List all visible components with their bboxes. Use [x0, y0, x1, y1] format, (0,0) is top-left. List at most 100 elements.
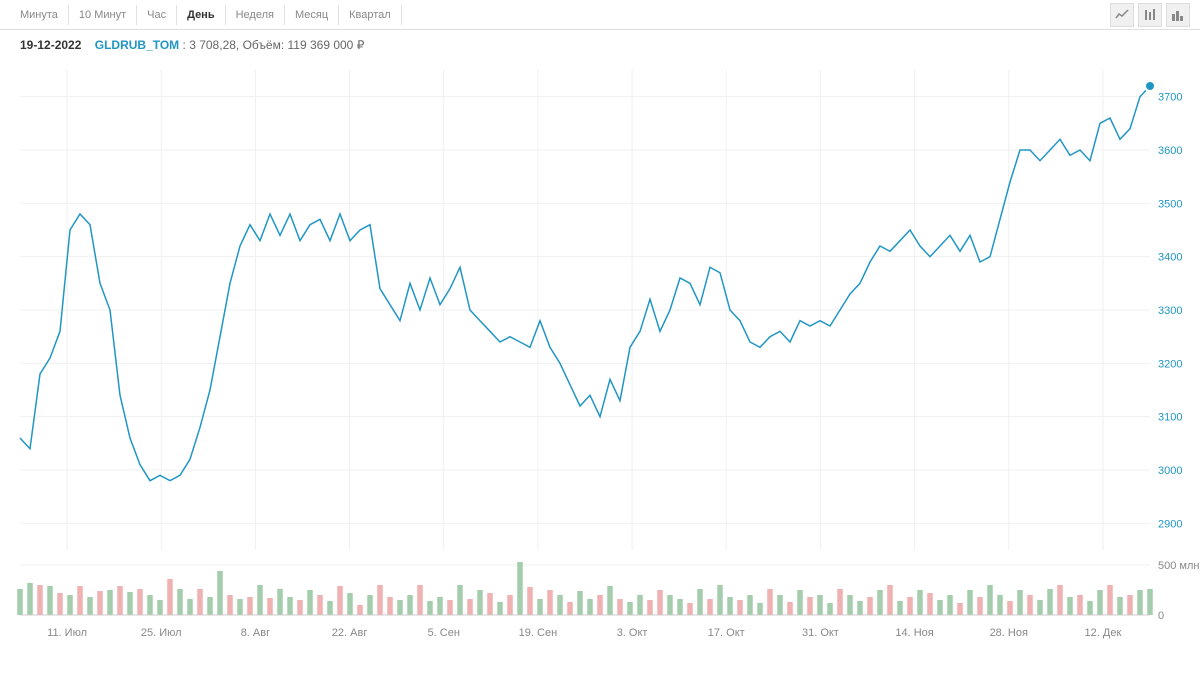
volume-bar	[707, 599, 713, 615]
timeframe-Час[interactable]: Час	[137, 5, 177, 25]
volume-bar	[1117, 597, 1123, 615]
timeframe-10 Минут[interactable]: 10 Минут	[69, 5, 137, 25]
volume-bar	[287, 597, 293, 615]
svg-text:12. Дек: 12. Дек	[1085, 627, 1122, 639]
volume-bar	[497, 602, 503, 615]
volume-bar	[337, 586, 343, 615]
timeframe-Месяц[interactable]: Месяц	[285, 5, 339, 25]
volume-bar	[1007, 601, 1013, 615]
volume-bar	[817, 595, 823, 615]
volume-bar	[537, 599, 543, 615]
indicators-icon[interactable]	[1138, 3, 1162, 27]
volume-bar	[437, 597, 443, 615]
svg-text:8. Авг: 8. Авг	[241, 627, 270, 639]
volume-bar	[237, 599, 243, 615]
timeframe-Квартал[interactable]: Квартал	[339, 5, 402, 25]
volume-bar	[967, 590, 973, 615]
volume-bar	[727, 597, 733, 615]
volume-bar	[667, 595, 673, 615]
volume-bar	[1057, 585, 1063, 615]
timeframe-toolbar: Минута10 МинутЧасДеньНеделяМесяцКвартал	[0, 0, 1200, 30]
volume-bar	[257, 585, 263, 615]
timeframe-День[interactable]: День	[177, 5, 226, 25]
volume-bar	[277, 589, 283, 615]
svg-text:3700: 3700	[1158, 92, 1182, 104]
volume-bar	[1077, 595, 1083, 615]
volume-bar	[67, 595, 73, 615]
volume-bar	[447, 600, 453, 615]
svg-text:3500: 3500	[1158, 198, 1182, 210]
volume-bar	[117, 586, 123, 615]
volume-bar	[127, 592, 133, 615]
volume-bar	[937, 600, 943, 615]
settings-icon[interactable]	[1166, 3, 1190, 27]
volume-bar	[97, 591, 103, 615]
volume-bar	[477, 590, 483, 615]
volume-bar	[587, 599, 593, 615]
volume-bar	[187, 599, 193, 615]
last-price-dot	[1145, 81, 1155, 91]
svg-text:25. Июл: 25. Июл	[141, 627, 182, 639]
volume-bar	[1137, 590, 1143, 615]
svg-text:3. Окт: 3. Окт	[617, 627, 648, 639]
svg-text:14. Ноя: 14. Ноя	[895, 627, 933, 639]
volume-bar	[997, 595, 1003, 615]
volume-bar	[157, 600, 163, 615]
volume-bar	[987, 585, 993, 615]
volume-bar	[407, 595, 413, 615]
svg-text:3200: 3200	[1158, 358, 1182, 370]
volume-bar	[397, 600, 403, 615]
volume-bar	[897, 601, 903, 615]
chart-area[interactable]: 29003000310032003300340035003600370011. …	[0, 60, 1200, 645]
volume-bar	[877, 590, 883, 615]
volume-bar	[137, 589, 143, 615]
volume-bar	[757, 603, 763, 615]
volume-bar	[347, 593, 353, 615]
info-price: 3 708,28,	[189, 38, 239, 52]
volume-bar	[687, 603, 693, 615]
volume-bar	[717, 585, 723, 615]
volume-bar	[627, 602, 633, 615]
volume-bar	[547, 590, 553, 615]
volume-bar	[147, 595, 153, 615]
volume-bar	[1027, 595, 1033, 615]
volume-bar	[167, 579, 173, 615]
volume-bar	[697, 589, 703, 615]
svg-text:3400: 3400	[1158, 252, 1182, 264]
volume-bar	[607, 586, 613, 615]
volume-bar	[597, 595, 603, 615]
volume-bar	[777, 595, 783, 615]
volume-bar	[387, 597, 393, 615]
volume-bar	[867, 597, 873, 615]
volume-bar	[217, 571, 223, 615]
svg-text:17. Окт: 17. Окт	[708, 627, 745, 639]
svg-text:28. Ноя: 28. Ноя	[990, 627, 1028, 639]
volume-bar	[1017, 590, 1023, 615]
chart-type-icon[interactable]	[1110, 3, 1134, 27]
svg-text:2900: 2900	[1158, 518, 1182, 530]
volume-bar	[267, 598, 273, 615]
svg-text:5. Сен: 5. Сен	[428, 627, 460, 639]
volume-bar	[107, 590, 113, 615]
volume-bar	[357, 605, 363, 615]
volume-bar	[1037, 600, 1043, 615]
volume-bar	[567, 602, 573, 615]
timeframe-Неделя[interactable]: Неделя	[226, 5, 285, 25]
volume-bar	[177, 589, 183, 615]
volume-bar	[507, 595, 513, 615]
volume-bar	[927, 593, 933, 615]
svg-text:0: 0	[1158, 610, 1164, 622]
volume-bar	[457, 585, 463, 615]
svg-text:11. Июл: 11. Июл	[47, 627, 87, 639]
timeframe-Минута[interactable]: Минута	[10, 5, 69, 25]
volume-bar	[517, 562, 523, 615]
volume-bar	[87, 597, 93, 615]
volume-bar	[917, 590, 923, 615]
volume-bar	[527, 587, 533, 615]
volume-bar	[1107, 585, 1113, 615]
volume-bar	[1127, 595, 1133, 615]
chart-info-bar: 19-12-2022 GLDRUB_TOM : 3 708,28, Объём:…	[0, 30, 1200, 60]
volume-bar	[807, 597, 813, 615]
volume-bar	[467, 599, 473, 615]
volume-bar	[1097, 590, 1103, 615]
